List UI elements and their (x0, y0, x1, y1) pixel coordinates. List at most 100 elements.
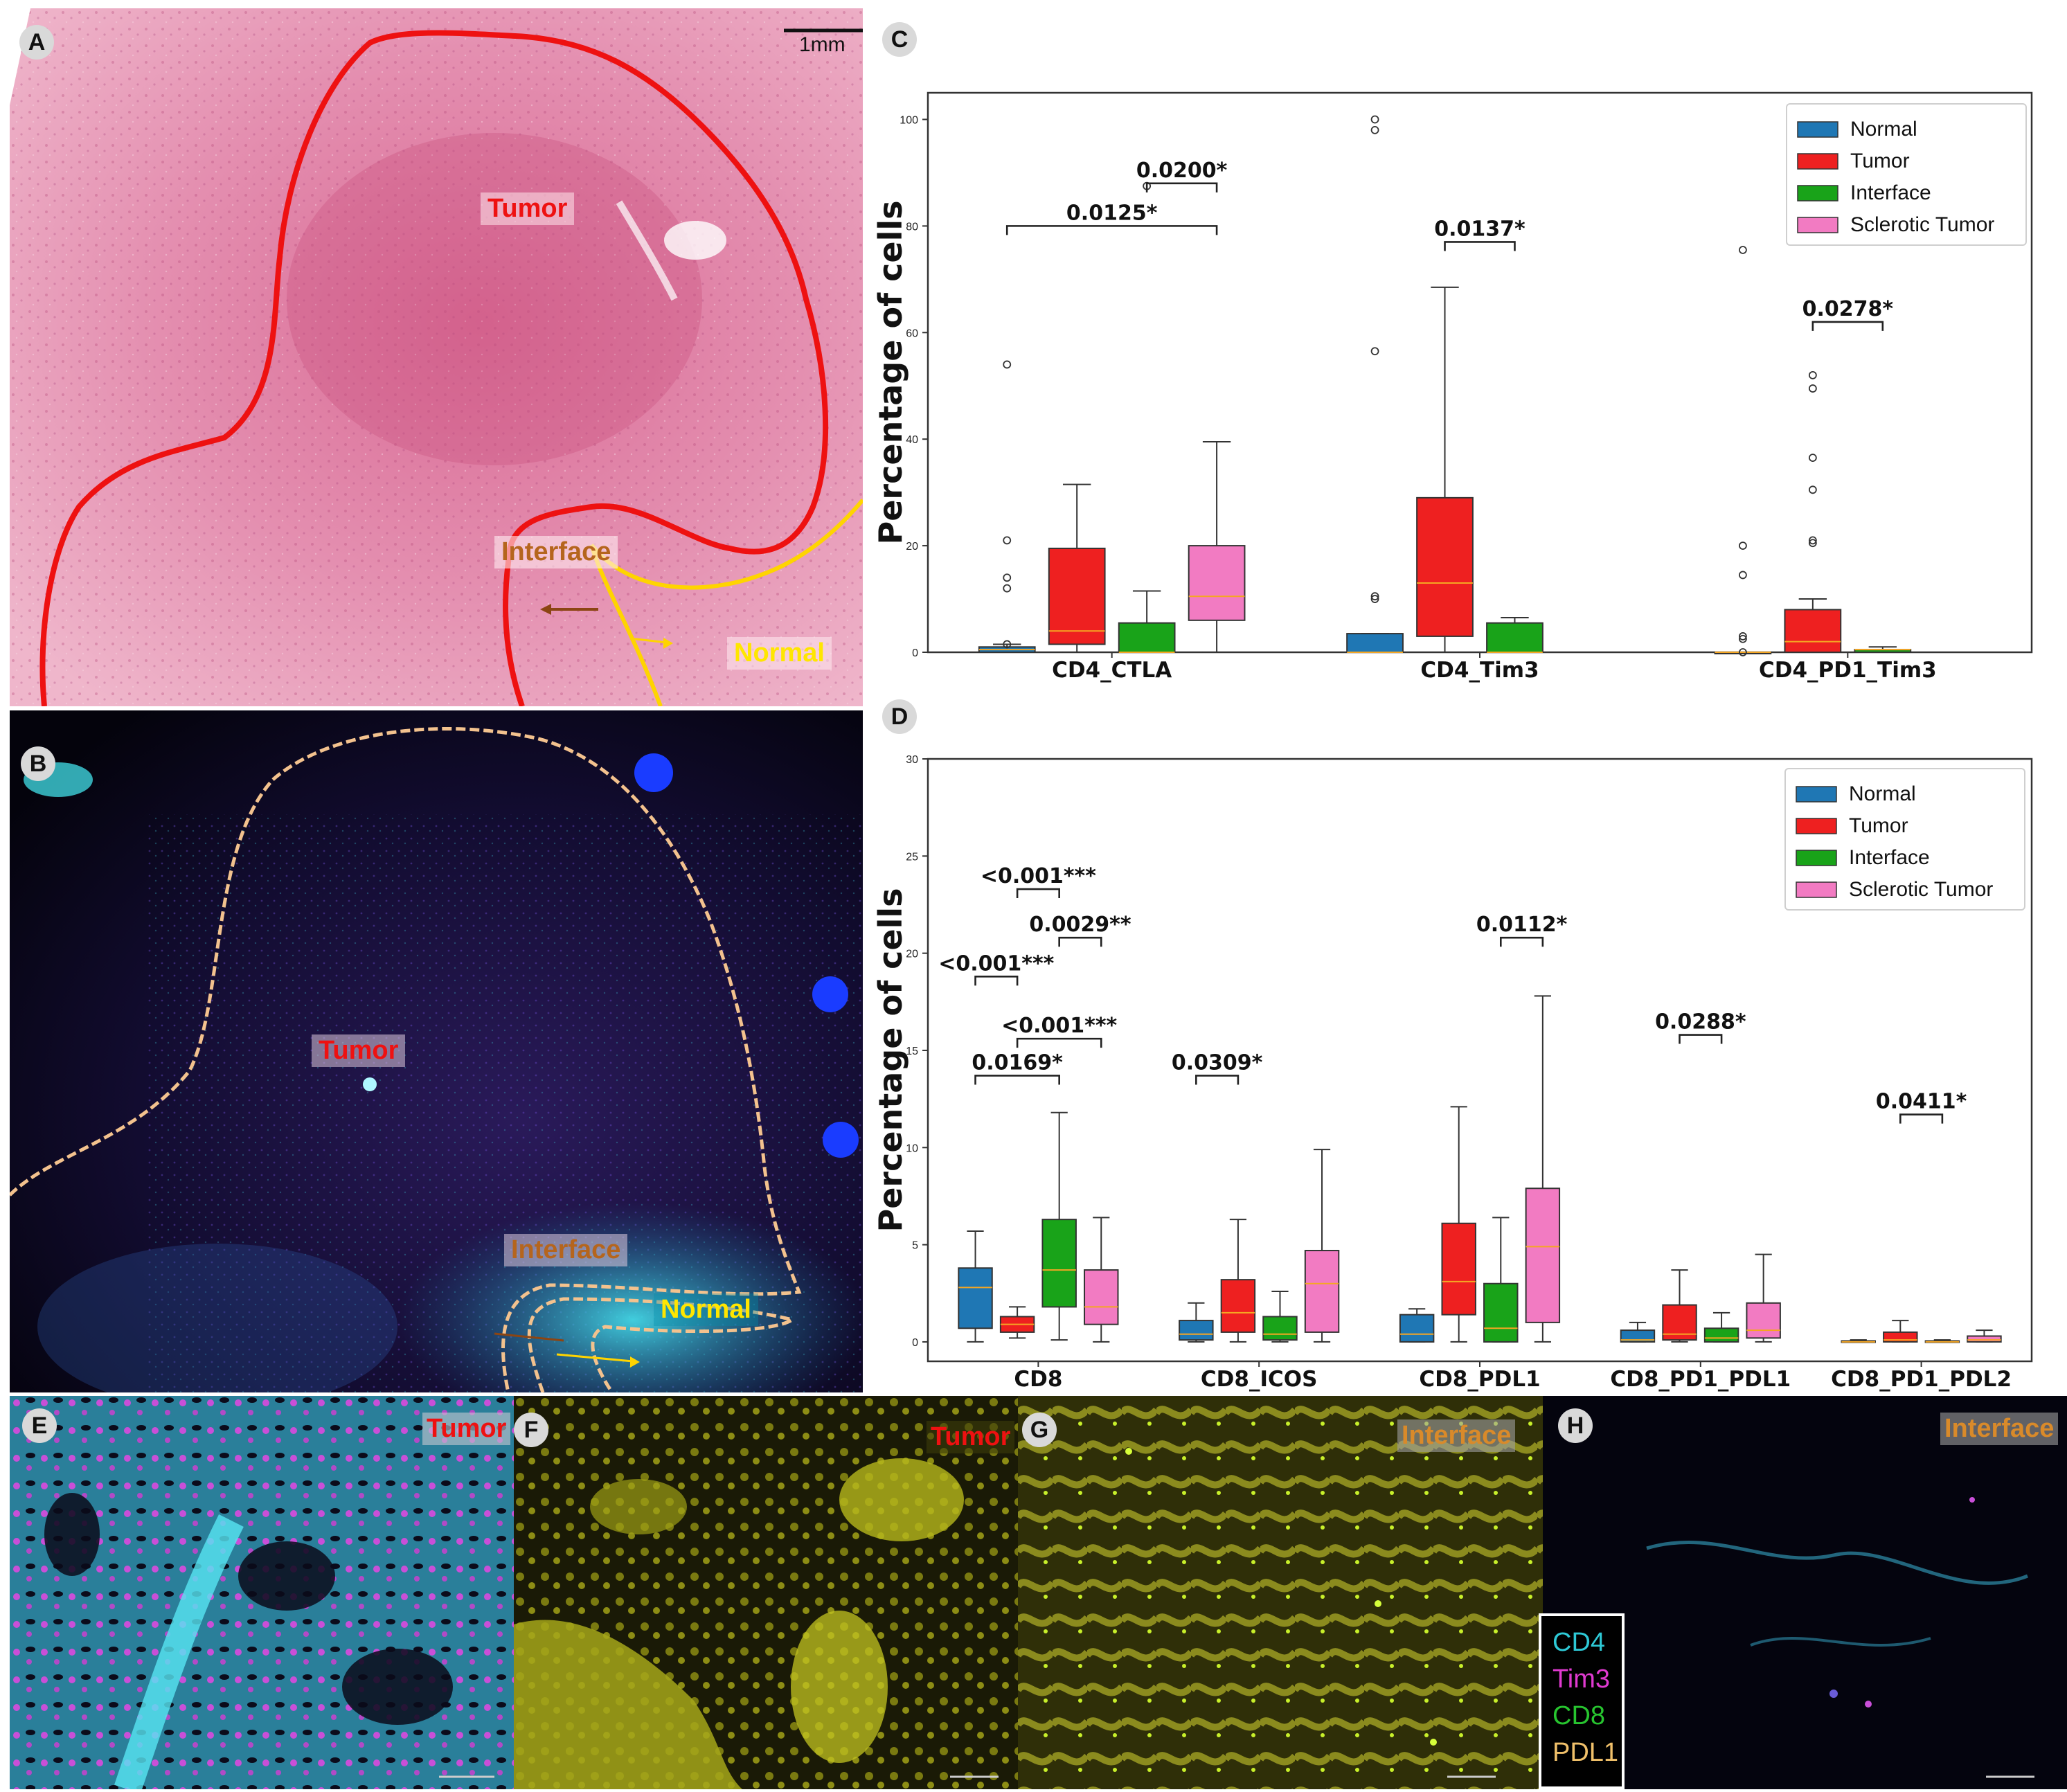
significance-bracket-2 (974, 976, 1019, 986)
outlier-cd4-tim3-normal-2 (1370, 347, 1379, 356)
y-axis-label: Percentage of cells (872, 201, 909, 545)
panel-f-image (514, 1396, 1018, 1789)
scale-bar-label: 1mm (799, 33, 845, 56)
interface-label-b: Interface (504, 1234, 628, 1266)
outlier-cd4-pd1-tim3-tumor-0 (1808, 370, 1817, 379)
outlier-cd4-tim3-normal-3 (1370, 592, 1379, 601)
box-cd8-pd1-pdl1-sclerotic-tumor (1746, 1302, 1781, 1339)
panel-e-label: Tumor (422, 1413, 511, 1445)
legend-label-sclerotic-tumor: Sclerotic Tumor (1849, 878, 1993, 901)
y-tick-label-0: 0 (912, 647, 918, 659)
p-value-2: 0.0137* (1434, 217, 1525, 241)
panel-d: 0 5 10 15 20 25 30 Percentage of cells CD8 CD8_IC… (866, 699, 2067, 1392)
panel-letter-c: C (882, 22, 917, 57)
significance-bracket-7 (1679, 1034, 1723, 1044)
significance-bracket-6 (1499, 936, 1544, 947)
legend-swatch-normal (1796, 786, 1837, 803)
x-tick-label-cd4-pd1-tim3: CD4_PD1_Tim3 (1759, 658, 1937, 683)
outlier-cd4-pd1-tim3-tumor-3 (1808, 485, 1817, 494)
x-tick-label-cd8-pd1-pdl2: CD8_PD1_PDL2 (1831, 1367, 2012, 1392)
panel-letter-h: H (1558, 1408, 1593, 1443)
box-cd4-tim3-normal (1346, 633, 1404, 653)
box-cd4-ctla-sclerotic-tumor (1188, 545, 1246, 621)
box-cd8-pdl1-interface (1483, 1282, 1519, 1343)
y-tick-label-100: 100 (900, 114, 918, 126)
y-tick-label-80: 80 (906, 221, 918, 233)
panel-h-image (1543, 1396, 2067, 1789)
legend-swatch-sclerotic-tumor (1797, 217, 1838, 233)
legend-swatch-interface (1796, 850, 1837, 866)
y-tick-label-15: 15 (906, 1046, 918, 1057)
legend-swatch-normal (1797, 121, 1838, 138)
significance-bracket-0 (1005, 225, 1218, 235)
panel-c: 0 20 40 60 80 100 Percentage of cells CD4_CTLA C… (866, 8, 2067, 701)
p-value-5: 0.0309* (1172, 1050, 1263, 1075)
x-tick-label-cd8: CD8 (1014, 1367, 1062, 1392)
box-cd8-normal (958, 1267, 993, 1329)
significance-bracket-3 (1058, 936, 1102, 947)
tumor-label: Tumor (481, 192, 575, 225)
x-tick-label-cd8-pdl1: CD8_PDL1 (1419, 1367, 1540, 1392)
outlier-cd4-pd1-tim3-normal-2 (1739, 571, 1747, 580)
tumor-boundary-b (10, 727, 802, 1392)
legend-label-interface: Interface (1850, 181, 1931, 204)
y-axis-label: Percentage of cells (872, 888, 909, 1233)
box-cd8-pdl1-normal (1399, 1314, 1435, 1343)
y-tick-label-20: 20 (906, 949, 918, 960)
legend-label-tumor: Tumor (1849, 814, 1908, 837)
y-tick-label-0: 0 (912, 1337, 918, 1349)
chart-d: 0 5 10 15 20 25 30 Percentage of cells CD8 CD8_IC… (872, 754, 2033, 1392)
outlier-cd4-ctla-normal-1 (1003, 536, 1012, 545)
legend-swatch-tumor (1797, 153, 1838, 170)
p-value-0: 0.0125* (1066, 201, 1158, 225)
panel-letter-g: G (1022, 1413, 1057, 1447)
tumor-boundary (39, 30, 829, 706)
panel-b: Tumor Interface Normal B (10, 710, 863, 1392)
significance-bracket-4 (1016, 888, 1060, 899)
legend-swatch-sclerotic-tumor (1796, 881, 1837, 898)
x-tick-label-cd8-pd1-pdl1: CD8_PD1_PDL1 (1610, 1367, 1791, 1392)
panel-letter-b: B (21, 746, 55, 781)
box-cd8-icos-interface (1262, 1316, 1298, 1341)
outlier-cd4-tim3-normal-1 (1370, 125, 1379, 134)
legend-swatch-interface (1797, 185, 1838, 201)
outlier-cd4-pd1-tim3-normal-0 (1739, 246, 1747, 254)
significance-bracket-3 (1811, 321, 1884, 331)
panel-letter-a: A (19, 25, 54, 60)
outlier-cd4-ctla-normal-2 (1003, 573, 1012, 582)
y-tick-label-5: 5 (912, 1240, 918, 1252)
outlier-cd4-pd1-tim3-tumor-1 (1808, 384, 1817, 393)
legend-swatch-tumor (1796, 818, 1837, 834)
outlier-cd4-pd1-tim3-tumor-5 (1808, 539, 1817, 548)
box-cd4-pd1-tim3-tumor (1784, 609, 1842, 654)
panel-f-label: Tumor (927, 1421, 1015, 1453)
legend-label-normal: Normal (1850, 118, 1917, 141)
panel-g: Interface G (1018, 1396, 1543, 1789)
channel-legend: CD4 Tim3 CD8 PDL1 (1539, 1613, 1625, 1789)
significance-bracket-1 (1145, 182, 1218, 192)
outlier-cd4-ctla-normal-4 (1003, 640, 1012, 649)
box-cd4-tim3-interface (1486, 622, 1543, 654)
legend-frame (1784, 768, 2025, 911)
channel-cd4: CD4 (1553, 1628, 1606, 1657)
p-value-1: <0.001*** (1001, 1014, 1117, 1038)
box-cd4-ctla-tumor (1048, 547, 1106, 645)
p-value-0: 0.0169* (972, 1050, 1063, 1075)
outlier-cd4-pd1-tim3-normal-3 (1739, 632, 1747, 640)
p-value-8: 0.0411* (1876, 1090, 1967, 1114)
box-cd8-icos-tumor (1220, 1279, 1256, 1333)
x-tick-label-cd8-icos: CD8_ICOS (1201, 1367, 1318, 1392)
y-tick-label-40: 40 (906, 434, 918, 446)
box-cd8-pdl1-tumor (1441, 1222, 1476, 1316)
panel-b-image (10, 710, 863, 1392)
panel-f: Tumor F (514, 1396, 1018, 1789)
x-tick-label-cd4-tim3: CD4_Tim3 (1420, 658, 1539, 683)
legend-frame (1786, 103, 2027, 246)
outlier-cd4-pd1-tim3-normal-1 (1739, 541, 1747, 550)
p-value-7: 0.0288* (1655, 1010, 1746, 1034)
panel-h: Interface H (1543, 1396, 2067, 1789)
panel-letter-d: D (882, 699, 917, 734)
channel-tim3: Tim3 (1553, 1665, 1611, 1694)
normal-label-b: Normal (654, 1293, 758, 1326)
box-cd4-ctla-interface (1118, 622, 1176, 654)
